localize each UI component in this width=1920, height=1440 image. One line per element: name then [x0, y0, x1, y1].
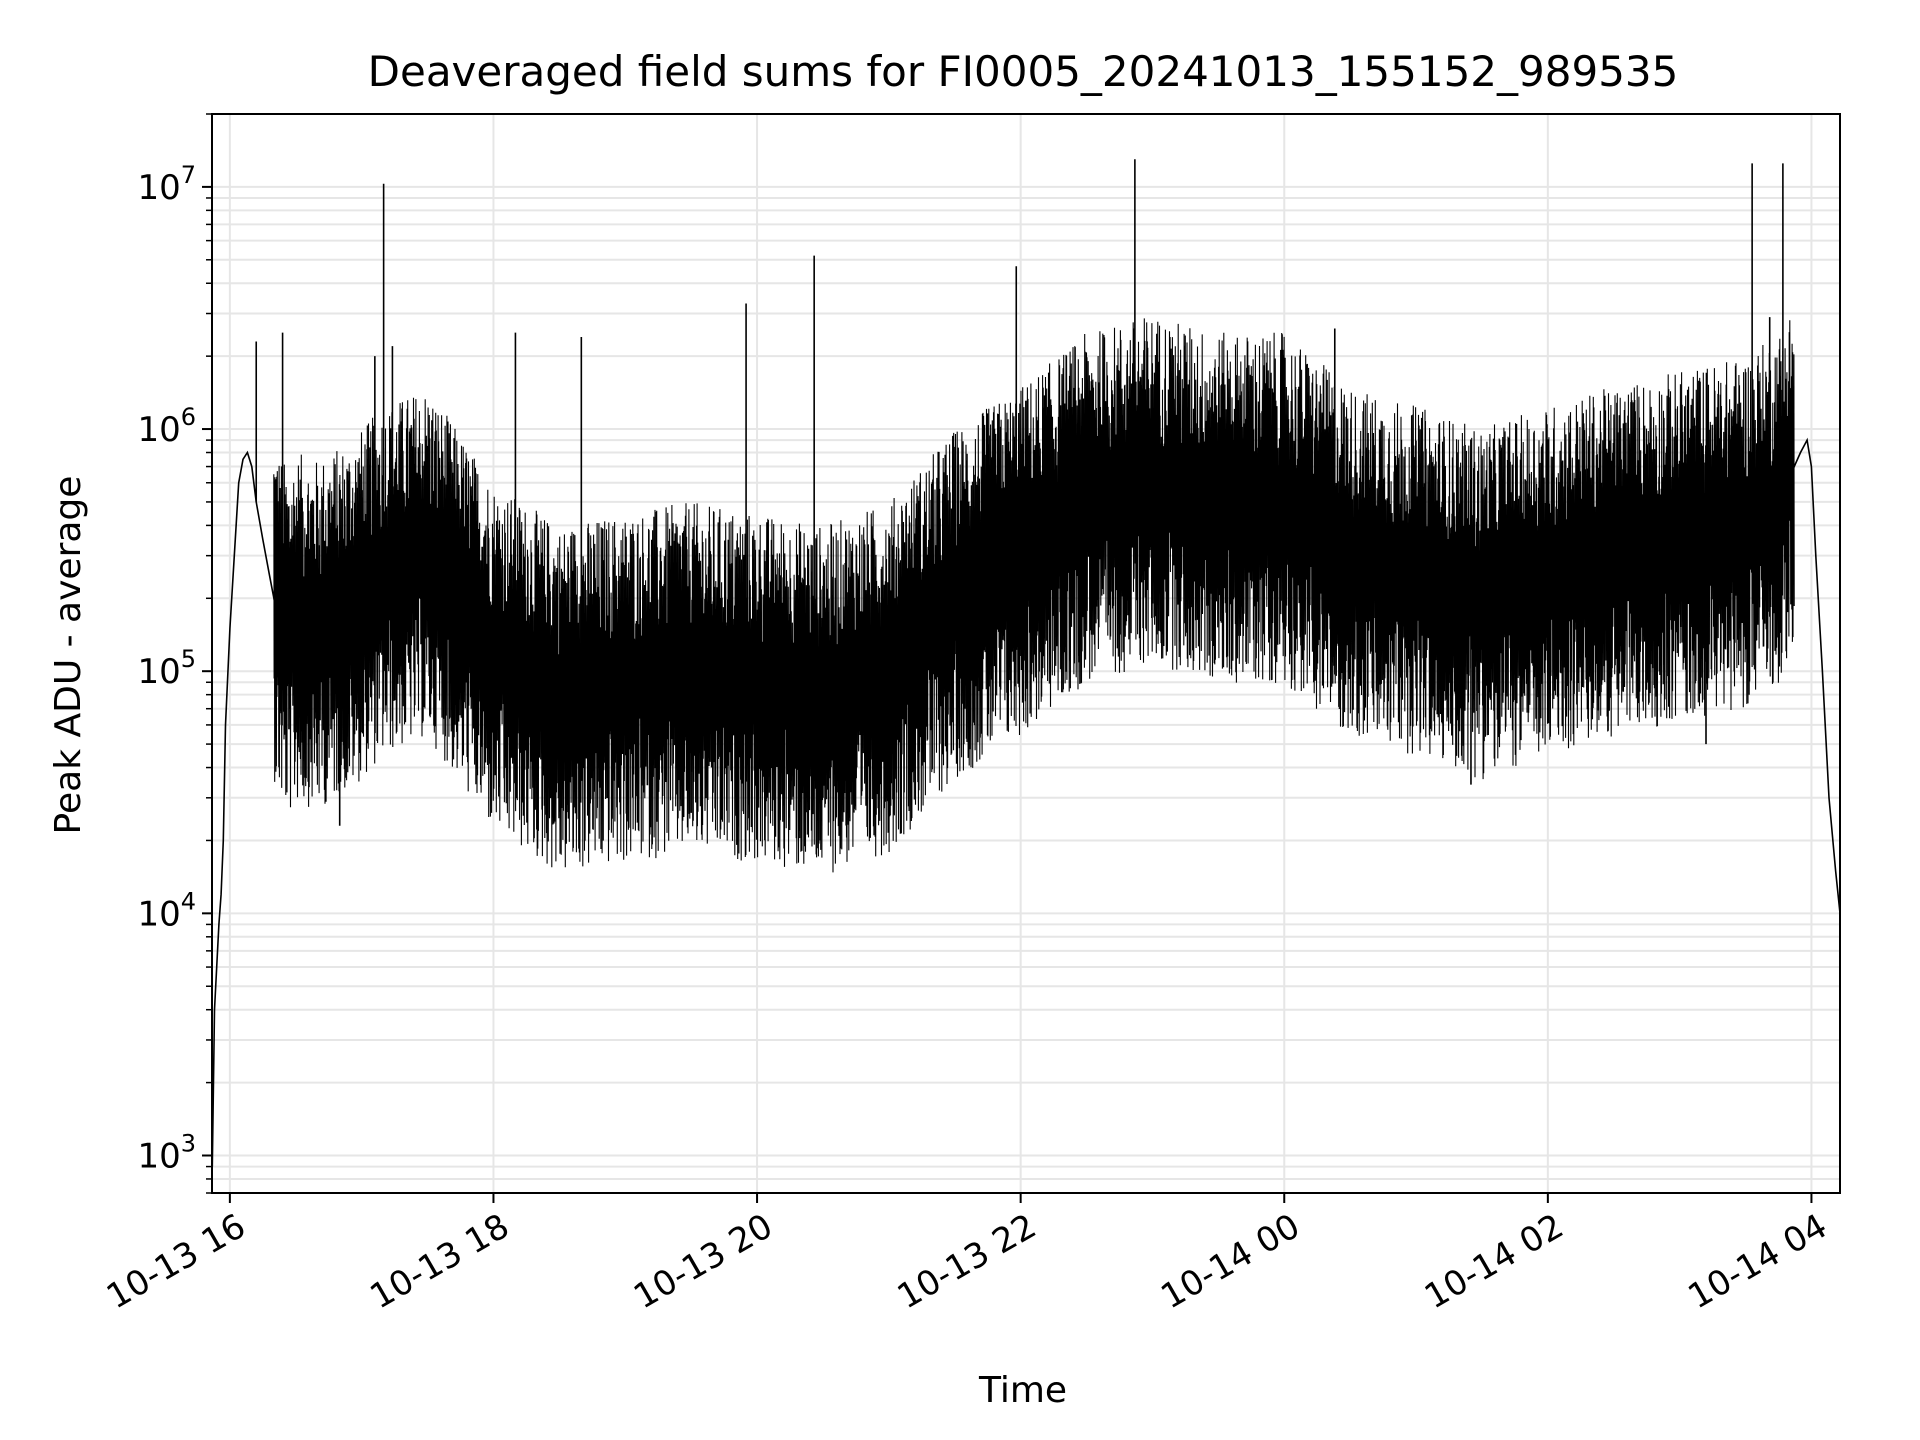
y-tick-label: 105	[137, 645, 196, 692]
y-axis-label: Peak ADU - average	[48, 476, 89, 835]
y-tick-label: 106	[137, 403, 196, 450]
plot-frame	[211, 113, 1841, 1194]
chart-title: Deaveraged field sums for FI0005_2024101…	[368, 47, 1679, 96]
x-axis-label: Time	[978, 1370, 1067, 1411]
y-axis: 103 104 105 106 107	[137, 113, 212, 1194]
data-series-band	[273, 318, 1795, 873]
y-tick-label: 107	[137, 161, 196, 208]
plot-lines	[212, 159, 1840, 1167]
y-tick-label: 103	[137, 1129, 196, 1176]
y-tick-label: 104	[137, 887, 196, 934]
